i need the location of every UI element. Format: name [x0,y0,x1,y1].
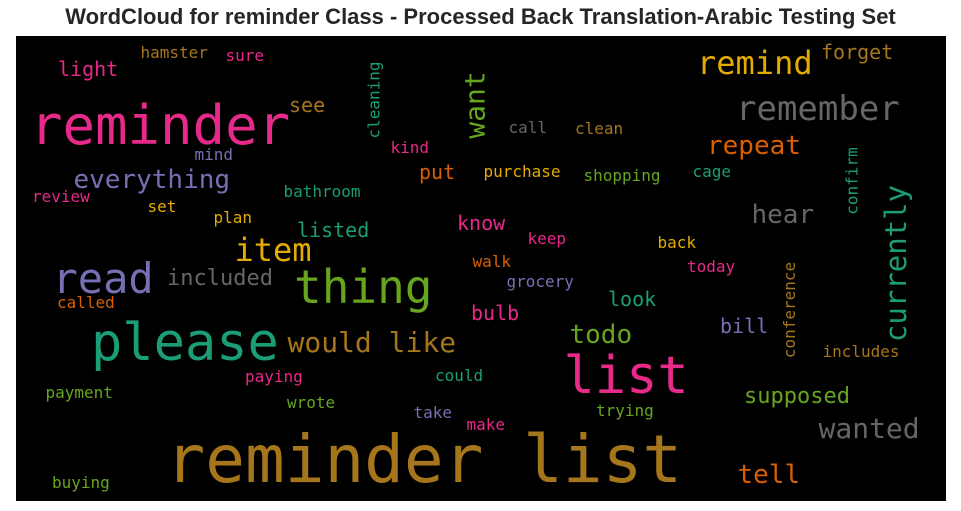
word-remember: remember [736,89,900,129]
word-bulb: bulb [471,301,520,325]
word-look: look [608,287,657,311]
word-buying: buying [52,473,110,492]
word-includes: includes [822,342,900,361]
word-payment: payment [45,383,113,402]
word-repeat: repeat [707,131,801,161]
word-confirm: confirm [842,147,862,215]
word-conference: conference [780,261,800,359]
word-todo: todo [569,320,633,350]
word-clean: clean [575,119,624,138]
word-forget: forget [821,40,894,64]
word-shopping: shopping [583,166,661,185]
word-please: please [91,313,279,373]
word-reminder: reminder [30,94,291,157]
word-make: make [466,415,506,434]
word-trying: trying [596,401,654,420]
word-tell: tell [737,460,801,490]
word-see: see [289,93,326,117]
word-called: called [57,293,115,312]
word-sure: sure [225,46,265,65]
word-plan: plan [213,208,253,227]
word-hear: hear [751,200,815,230]
chart-title: WordCloud for reminder Class - Processed… [65,4,896,29]
word-remind: remind [697,44,813,82]
word-put: put [419,160,456,184]
word-thing: thing [294,260,433,314]
word-reminder-list: reminder list [165,421,683,498]
word-wrote: wrote [287,393,336,412]
word-hamster: hamster [140,43,208,62]
word-review: review [32,187,90,206]
word-know: know [457,211,506,235]
word-paying: paying [245,367,303,386]
word-bill: bill [720,314,769,338]
word-grocery: grocery [506,272,574,291]
word-bathroom: bathroom [283,182,361,201]
word-listed: listed [297,218,370,242]
word-take: take [413,403,453,422]
word-cleaning: cleaning [364,61,384,139]
word-purchase: purchase [483,162,561,181]
word-read: read [52,254,154,303]
word-could: could [435,366,484,385]
wordcloud-canvas: reminder list reminder please list thing read… [16,36,946,501]
word-keep: keep [527,229,567,248]
word-kind: kind [390,138,430,157]
word-mind: mind [194,145,234,164]
word-light: light [58,57,119,81]
word-today: today [687,257,736,276]
word-item: item [234,231,312,269]
word-would-like: would like [287,326,457,359]
word-included: included [167,266,273,291]
word-currently: currently [878,184,913,342]
word-list: list [563,346,689,406]
word-call: call [508,118,548,137]
word-back: back [657,233,697,252]
word-want: want [458,71,492,139]
word-set: set [147,197,177,216]
word-supposed: supposed [744,384,850,409]
word-wanted: wanted [818,412,920,445]
word-everything: everything [73,165,231,195]
word-cage: cage [692,162,732,181]
word-walk: walk [472,252,512,271]
